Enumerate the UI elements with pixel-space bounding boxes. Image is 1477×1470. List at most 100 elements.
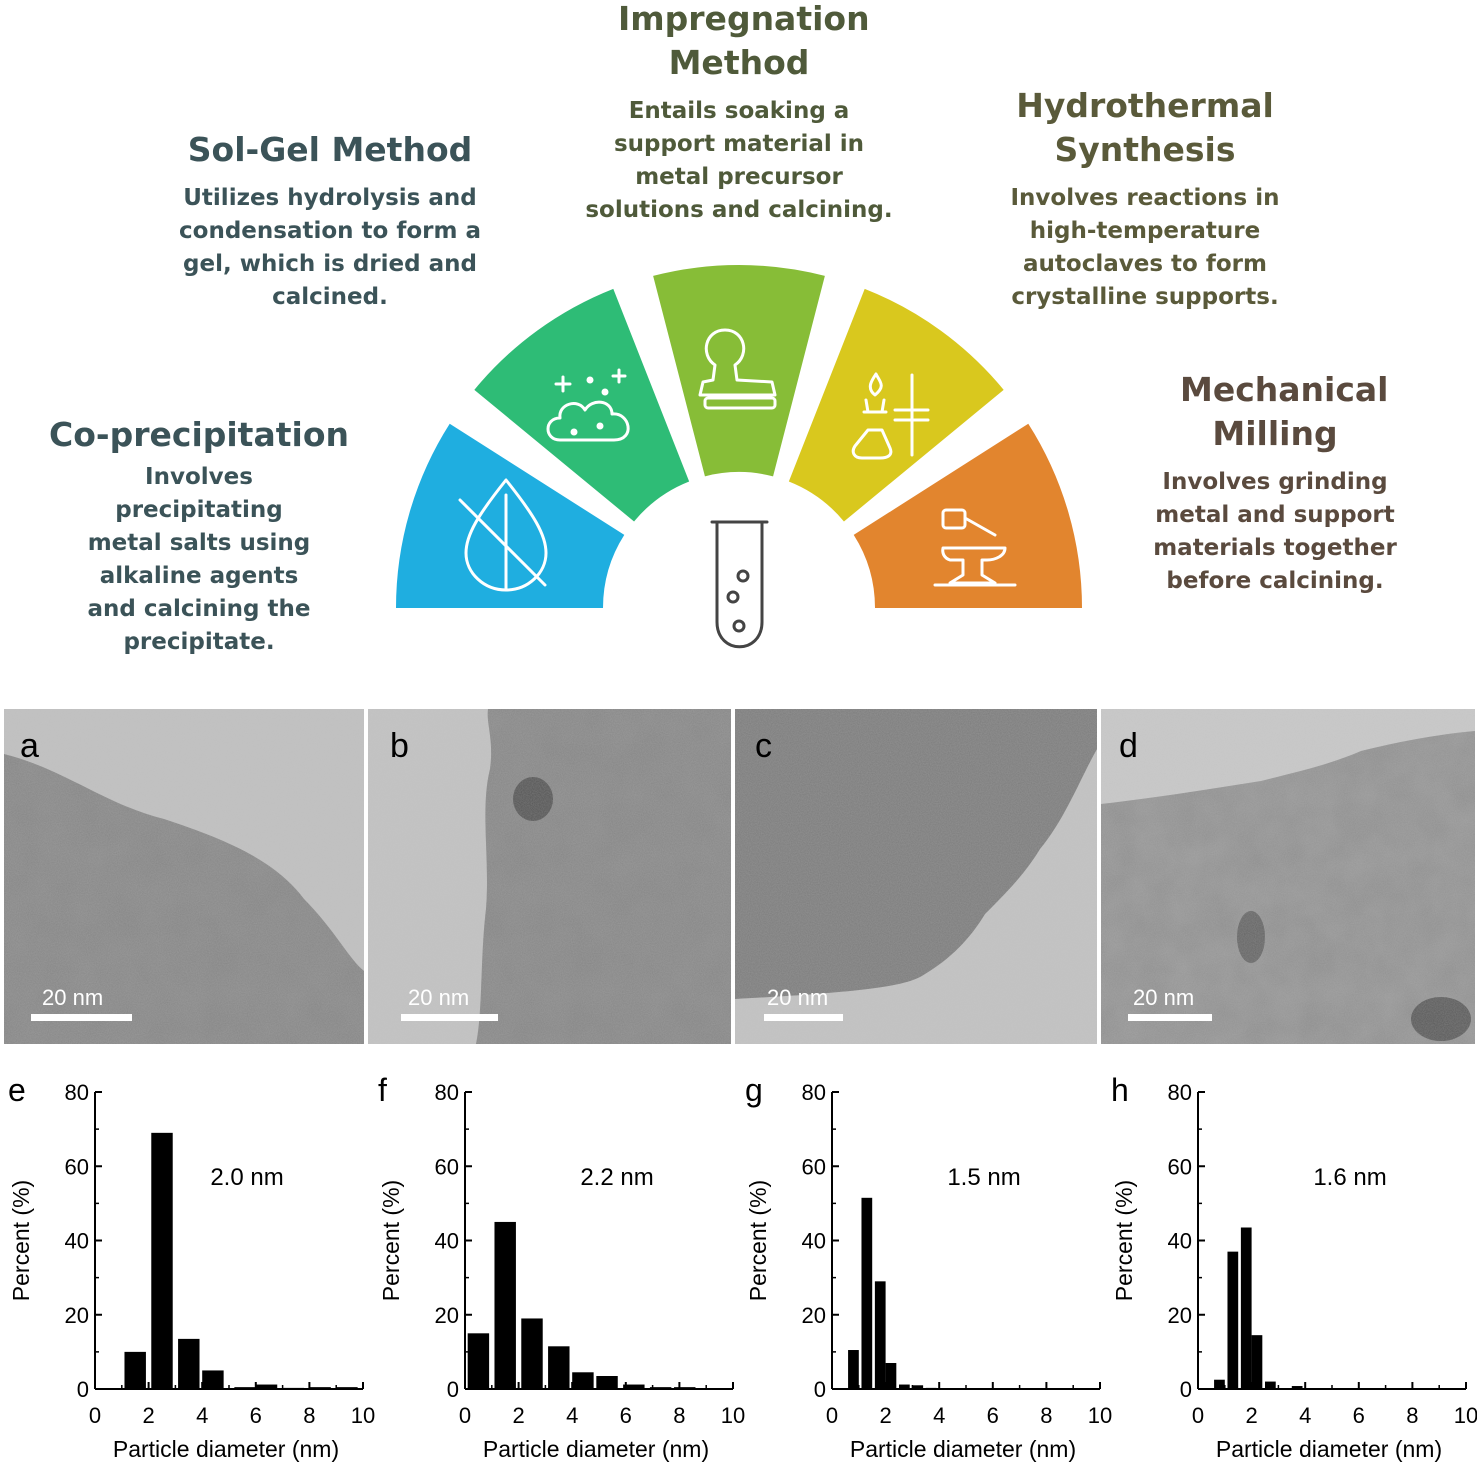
x-axis-label: Particle diameter (nm) xyxy=(850,1436,1076,1462)
scale-bar xyxy=(401,1014,498,1021)
x-tick-label: 8 xyxy=(303,1403,315,1428)
x-tick-label: 8 xyxy=(673,1403,685,1428)
x-tick-label: 2 xyxy=(512,1403,524,1428)
y-tick-label: 20 xyxy=(65,1303,89,1328)
mean-size-annotation: 2.2 nm xyxy=(580,1164,653,1191)
mean-size-annotation: 2.0 nm xyxy=(210,1164,283,1191)
y-tick-label: 0 xyxy=(814,1377,826,1402)
histogram-bar xyxy=(861,1197,873,1389)
x-tick-label: 6 xyxy=(1353,1403,1365,1428)
y-tick-label: 20 xyxy=(435,1303,459,1328)
x-axis-label: Particle diameter (nm) xyxy=(1216,1436,1442,1462)
x-tick-label: 10 xyxy=(721,1403,745,1428)
histogram-bar xyxy=(467,1333,490,1389)
histogram-bar xyxy=(548,1346,570,1389)
x-tick-label: 2 xyxy=(1245,1403,1257,1428)
scale-bar xyxy=(764,1014,843,1021)
y-tick-label: 40 xyxy=(65,1229,89,1254)
x-tick-label: 6 xyxy=(620,1403,632,1428)
scale-bar-label: 20 nm xyxy=(767,985,829,1010)
x-tick-label: 4 xyxy=(196,1403,208,1428)
x-tick-label: 10 xyxy=(351,1403,375,1428)
histogram-bar xyxy=(885,1363,897,1389)
segment-impregnation xyxy=(653,264,825,477)
cloud-sparkle-icon xyxy=(546,368,630,442)
mean-size-annotation: 1.6 nm xyxy=(1313,1164,1386,1191)
hammer-anvil-icon xyxy=(933,508,1017,587)
y-tick-label: 0 xyxy=(1180,1377,1192,1402)
method-hydrothermal: Hydrothermal Synthesis Involves reaction… xyxy=(1000,84,1290,314)
method-title: Hydrothermal Synthesis xyxy=(1016,86,1274,169)
histogram-bar xyxy=(178,1338,200,1389)
x-tick-label: 6 xyxy=(987,1403,999,1428)
x-tick-label: 0 xyxy=(89,1403,101,1428)
histogram-bar xyxy=(521,1318,543,1389)
panel-label: d xyxy=(1119,727,1138,765)
y-tick-label: 40 xyxy=(435,1229,459,1254)
method-mechanical-milling: Mechanical Milling Involves grinding met… xyxy=(1120,368,1430,598)
x-tick-label: 10 xyxy=(1454,1403,1477,1428)
method-description: Entails soaking a support material in me… xyxy=(585,98,893,223)
method-title: Mechanical Milling xyxy=(1180,370,1389,453)
histogram-bar xyxy=(1251,1335,1263,1389)
y-axis-label: Percent (%) xyxy=(8,1180,34,1301)
scale-bar xyxy=(31,1014,132,1021)
histogram-bar xyxy=(494,1221,516,1389)
method-title: Impregnation Method xyxy=(618,0,870,82)
y-tick-label: 20 xyxy=(1168,1303,1192,1328)
scale-bar xyxy=(1128,1014,1212,1021)
y-tick-label: 60 xyxy=(435,1154,459,1179)
histogram-f: f 0 2 4 6 8 10 0 20 40 60 80 Particle diameter (nm) P… xyxy=(370,1072,745,1470)
histogram-bar xyxy=(1214,1379,1225,1389)
x-tick-label: 6 xyxy=(250,1403,262,1428)
tem-image-d: d 20 nm xyxy=(1101,709,1475,1044)
x-tick-label: 0 xyxy=(826,1403,838,1428)
method-coprecipitation: Co-precipitation Involves precipitating … xyxy=(40,413,358,659)
method-impregnation: Impregnation Method Entails soaking a su… xyxy=(578,0,900,227)
histogram-bar xyxy=(848,1350,859,1389)
panel-label: f xyxy=(378,1072,387,1108)
x-tick-label: 0 xyxy=(459,1403,471,1428)
histogram-bar xyxy=(202,1370,224,1389)
y-tick-label: 80 xyxy=(802,1080,826,1105)
panel-label: b xyxy=(390,727,409,765)
segment-hydrothermal xyxy=(788,288,1004,522)
panel-label: a xyxy=(20,727,39,765)
y-axis-label: Percent (%) xyxy=(1111,1180,1137,1301)
histogram-e: e 0 2 4 6 8 10 0 20 40 60 80 Particle diameter (nm) P… xyxy=(0,1072,375,1470)
method-description: Involves grinding metal and support mate… xyxy=(1153,469,1397,594)
histogram-bar xyxy=(1265,1381,1276,1389)
method-description: Utilizes hydrolysis and condensation to … xyxy=(179,185,481,310)
y-tick-label: 40 xyxy=(1168,1229,1192,1254)
y-tick-label: 0 xyxy=(77,1377,89,1402)
method-fan-diagram xyxy=(396,264,1082,649)
y-tick-label: 40 xyxy=(802,1229,826,1254)
x-tick-label: 2 xyxy=(879,1403,891,1428)
tem-image-c: c 20 nm xyxy=(735,709,1097,1044)
y-tick-label: 20 xyxy=(802,1303,826,1328)
y-tick-label: 60 xyxy=(802,1154,826,1179)
histogram-bar xyxy=(572,1372,594,1389)
method-sol-gel: Sol-Gel Method Utilizes hydrolysis and c… xyxy=(170,128,490,314)
panel-label: h xyxy=(1111,1072,1129,1108)
tem-image-a: a 20 nm xyxy=(4,709,364,1044)
histogram-h: h 0 2 4 6 8 10 0 20 40 60 80 Particle diameter (nm) P… xyxy=(1103,1072,1477,1470)
histogram-bar xyxy=(124,1351,146,1389)
method-title: Sol-Gel Method xyxy=(187,130,473,169)
panel-label: c xyxy=(755,727,772,765)
y-axis-label: Percent (%) xyxy=(378,1180,404,1301)
panel-label: e xyxy=(8,1072,26,1108)
x-tick-label: 8 xyxy=(1406,1403,1418,1428)
x-tick-label: 4 xyxy=(933,1403,945,1428)
histogram-bar xyxy=(1240,1227,1252,1389)
x-axis-label: Particle diameter (nm) xyxy=(113,1436,339,1462)
y-tick-label: 60 xyxy=(65,1154,89,1179)
segment-coprecipitation xyxy=(396,423,625,608)
x-tick-label: 8 xyxy=(1040,1403,1052,1428)
method-description: Involves reactions in high-temperature a… xyxy=(1010,185,1280,310)
leaf-drop-slash-icon xyxy=(458,478,548,592)
histogram-bar xyxy=(1291,1386,1303,1389)
histogram-bar xyxy=(912,1385,924,1389)
histogram-bar xyxy=(874,1281,886,1389)
x-tick-label: 10 xyxy=(1088,1403,1112,1428)
